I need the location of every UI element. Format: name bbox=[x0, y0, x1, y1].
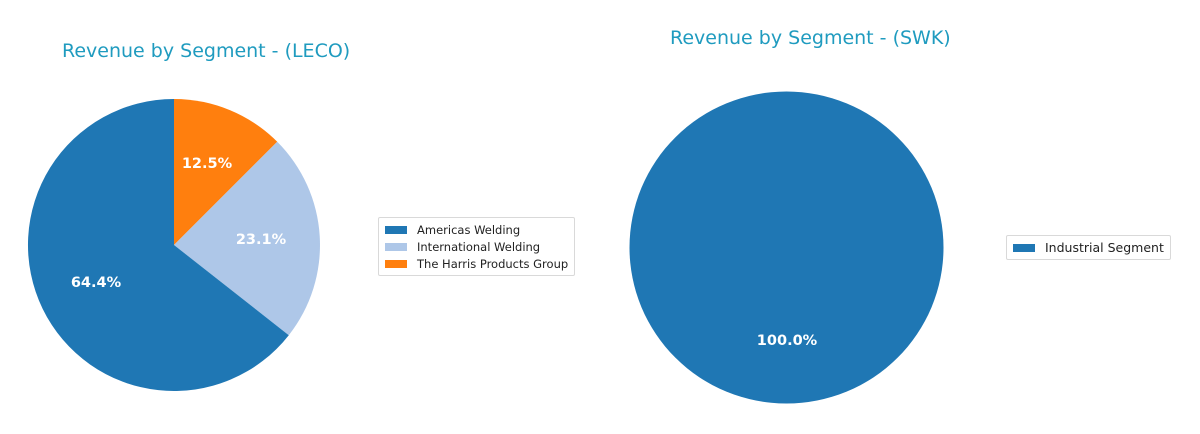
legend-item-americas-welding: Americas Welding bbox=[385, 221, 568, 238]
legend-item-industrial-segment: Industrial Segment bbox=[1013, 239, 1164, 256]
swk-chart-title: Revenue by Segment - (SWK) bbox=[670, 27, 951, 49]
leco-label-harris: 12.5% bbox=[182, 156, 233, 172]
swk-slice-industrial bbox=[629, 91, 944, 404]
legend-label: Americas Welding bbox=[417, 222, 521, 237]
legend-swatch-icon bbox=[385, 259, 407, 268]
swk-pie: 100.0% bbox=[629, 91, 944, 404]
leco-chart-title: Revenue by Segment - (LECO) bbox=[62, 40, 351, 62]
legend-swatch-icon bbox=[385, 242, 407, 251]
leco-slice-americas bbox=[27, 98, 289, 391]
legend-item-international-welding: International Welding bbox=[385, 238, 568, 255]
legend-swatch-icon bbox=[1013, 243, 1035, 252]
swk-legend: Industrial Segment bbox=[1006, 235, 1171, 260]
leco-legend: Americas Welding International Welding T… bbox=[378, 217, 576, 276]
legend-label: The Harris Products Group bbox=[417, 256, 569, 271]
legend-label: International Welding bbox=[417, 239, 541, 254]
legend-label: Industrial Segment bbox=[1045, 240, 1164, 255]
leco-slice-harris bbox=[174, 99, 278, 245]
leco-label-international: 23.1% bbox=[236, 232, 287, 248]
leco-label-americas: 64.4% bbox=[71, 275, 122, 291]
leco-slice-international bbox=[174, 141, 320, 336]
legend-swatch-icon bbox=[385, 225, 407, 234]
leco-pie: 12.5% 23.1% 64.4% bbox=[27, 98, 320, 391]
swk-label-industrial: 100.0% bbox=[757, 333, 818, 349]
legend-item-harris-products-group: The Harris Products Group bbox=[385, 255, 568, 272]
